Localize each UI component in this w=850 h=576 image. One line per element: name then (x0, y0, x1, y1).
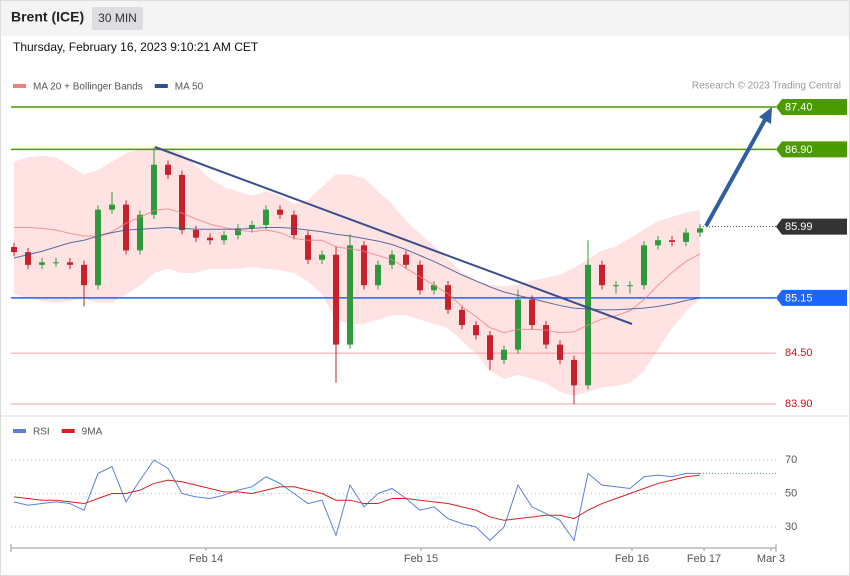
y-tick-label: 50 (785, 487, 797, 499)
level-label: 87.40 (785, 101, 813, 113)
candle-body (487, 335, 493, 360)
candle-body (95, 209, 101, 286)
candle-body (11, 247, 17, 253)
timestamp: Thursday, February 16, 2023 9:10:21 AM C… (13, 40, 259, 54)
y-tick-label: 30 (785, 521, 797, 533)
level-label: 86.90 (785, 144, 813, 156)
level-tag (776, 99, 847, 115)
candle-body (151, 164, 157, 215)
candle-body (235, 228, 241, 236)
instrument-title: Brent (ICE) (11, 9, 84, 25)
credit: Research © 2023 Trading Central (692, 81, 841, 92)
candle-body (291, 214, 297, 236)
band-edge (13, 266, 701, 397)
candle-body (403, 254, 409, 265)
candle-body (543, 325, 549, 345)
candle-body (697, 228, 703, 233)
legend-swatch (61, 429, 75, 433)
candle-body (613, 285, 619, 287)
y-tick-label: 70 (785, 454, 797, 466)
x-tick-label: Feb 15 (404, 553, 438, 565)
candle-body (669, 240, 675, 242)
level-label: 84.50 (785, 347, 813, 359)
legend-label: MA 50 (175, 82, 204, 93)
candle-body (683, 232, 689, 242)
candle-body (655, 240, 661, 246)
x-tick-label: Feb 14 (189, 553, 223, 565)
legend-swatch (13, 84, 26, 88)
candle-body (557, 344, 563, 360)
candle-body (263, 209, 269, 225)
candle-body (165, 164, 171, 175)
candle-body (515, 299, 521, 350)
level-tag (776, 289, 847, 306)
level-label: 85.99 (785, 221, 813, 233)
candle-body (361, 245, 367, 286)
candle-body (571, 359, 577, 386)
ma-line (14, 208, 701, 334)
legend-label: RSI (33, 427, 50, 438)
candle-body (193, 230, 199, 238)
candle-body (277, 209, 283, 215)
candle-body (221, 235, 227, 241)
candle-body (67, 262, 73, 265)
level-tag (776, 141, 847, 158)
candle-body (319, 254, 325, 260)
candle-body (501, 349, 507, 360)
candle-body (207, 237, 213, 241)
candle-body (305, 235, 311, 260)
candle-body (333, 254, 339, 345)
candle-body (179, 174, 185, 231)
candle-body (417, 264, 423, 291)
candle-body (109, 204, 115, 210)
candle-body (81, 264, 87, 286)
candle-body (249, 224, 255, 229)
timeframe-box (92, 7, 143, 30)
forecast-arrow (704, 117, 768, 227)
bollinger-band (14, 147, 700, 396)
candle-body (137, 214, 143, 251)
x-tick-label: Feb 17 (687, 553, 721, 565)
price-panel: MA 20 + Bollinger Bands MA 50 87.40 86.90 85… (11, 82, 847, 410)
candle-body (641, 245, 647, 286)
indicator-line (13, 474, 701, 521)
candle-body (445, 285, 451, 310)
candle-body (39, 262, 45, 265)
candle-body (627, 285, 633, 287)
trend-line (154, 146, 633, 325)
ma-line (13, 226, 701, 311)
band-edge (13, 147, 701, 288)
level-label: 85.15 (785, 292, 813, 304)
timeframe: 30 MIN (98, 11, 137, 25)
legend-label: MA 20 + Bollinger Bands (33, 82, 143, 93)
candle-body (473, 325, 479, 336)
candle-body (529, 299, 535, 326)
legend-swatch (154, 84, 168, 88)
candle-body (347, 245, 353, 345)
candle-body (123, 204, 129, 251)
candle-body (459, 309, 465, 326)
candle-body (25, 252, 31, 265)
candle-body (375, 264, 381, 286)
level-label: 83.90 (785, 398, 813, 410)
forecast-arrow-head (759, 107, 772, 124)
candle-body (53, 262, 59, 264)
candle-body (431, 285, 437, 291)
rsi-panel: RSI 9MA 30 50 70 (11, 427, 797, 542)
indicator-line (13, 459, 700, 542)
legend-swatch (13, 429, 26, 433)
candle-body (599, 264, 605, 286)
legend-label: 9MA (82, 427, 103, 438)
x-tick-label: Mar 3 (757, 553, 785, 565)
x-tick-label: Feb 16 (615, 553, 649, 565)
level-tag (776, 218, 847, 235)
